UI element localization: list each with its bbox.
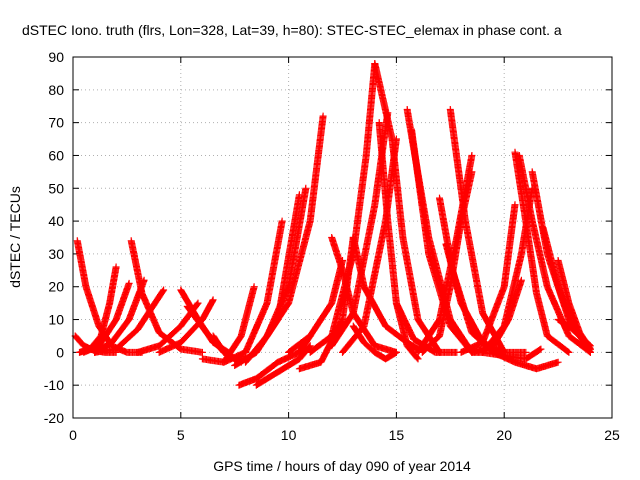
series-markers — [349, 322, 400, 363]
series-markers — [252, 342, 314, 389]
x-tick-labels: 0 5 10 15 20 25 — [69, 427, 620, 443]
series-arc-22 — [306, 60, 379, 356]
y-tick-label: 60 — [48, 147, 64, 163]
x-tick-label: 5 — [177, 427, 185, 443]
y-tick-label: 40 — [48, 213, 64, 229]
chart-title: dSTEC Iono. truth (flrs, Lon=328, Lat=39… — [22, 22, 562, 38]
y-tick-label: 50 — [48, 180, 64, 196]
plot-frame — [72, 56, 613, 419]
series-markers — [328, 234, 400, 356]
y-tick-label: 70 — [48, 115, 64, 131]
series-arc-48 — [554, 316, 594, 350]
x-tick-label: 0 — [69, 427, 77, 443]
y-tick-label: 20 — [48, 279, 64, 295]
series-arc-20 — [285, 257, 346, 356]
series-markers — [457, 201, 519, 356]
y-tick-label: 80 — [48, 82, 64, 98]
series-arc-38 — [457, 201, 519, 356]
y-tick-label: -20 — [44, 410, 64, 426]
series-markers — [220, 217, 286, 366]
series-markers — [80, 279, 133, 356]
x-tick-label: 20 — [496, 427, 512, 443]
series-markers — [306, 60, 379, 356]
y-tick-labels: -20 -10 0 10 20 30 40 50 60 70 80 90 — [44, 49, 64, 426]
series-arc-19 — [263, 112, 327, 340]
series-arc-41 — [511, 148, 573, 356]
series-arc-28 — [371, 60, 443, 356]
series-markers — [285, 257, 346, 356]
series-arc-14 — [220, 217, 286, 366]
series-markers — [554, 316, 594, 350]
data-marks — [71, 60, 594, 389]
y-tick-label: 0 — [56, 344, 64, 360]
series-arc-4 — [80, 279, 133, 356]
series-markers — [511, 148, 573, 356]
series-arc-25 — [328, 234, 400, 356]
x-tick-label: 15 — [389, 427, 405, 443]
x-axis-label: GPS time / hours of day 090 of year 2014 — [213, 458, 471, 474]
y-tick-label: 90 — [48, 49, 64, 65]
series-arc-13 — [198, 283, 258, 366]
series-markers — [479, 345, 545, 363]
series-markers — [263, 112, 327, 340]
series-arc-47 — [479, 345, 545, 363]
series-markers — [371, 60, 443, 356]
y-tick-label: -10 — [44, 377, 64, 393]
series-arc-26 — [349, 322, 400, 363]
x-tick-label: 10 — [281, 427, 297, 443]
y-tick-label: 30 — [48, 246, 64, 262]
y-axis-label: dSTEC / TECUs — [7, 186, 23, 288]
y-tick-label: 10 — [48, 312, 64, 328]
x-tick-label: 25 — [604, 427, 620, 443]
series-markers — [198, 283, 258, 366]
series-arc-18 — [252, 342, 314, 389]
